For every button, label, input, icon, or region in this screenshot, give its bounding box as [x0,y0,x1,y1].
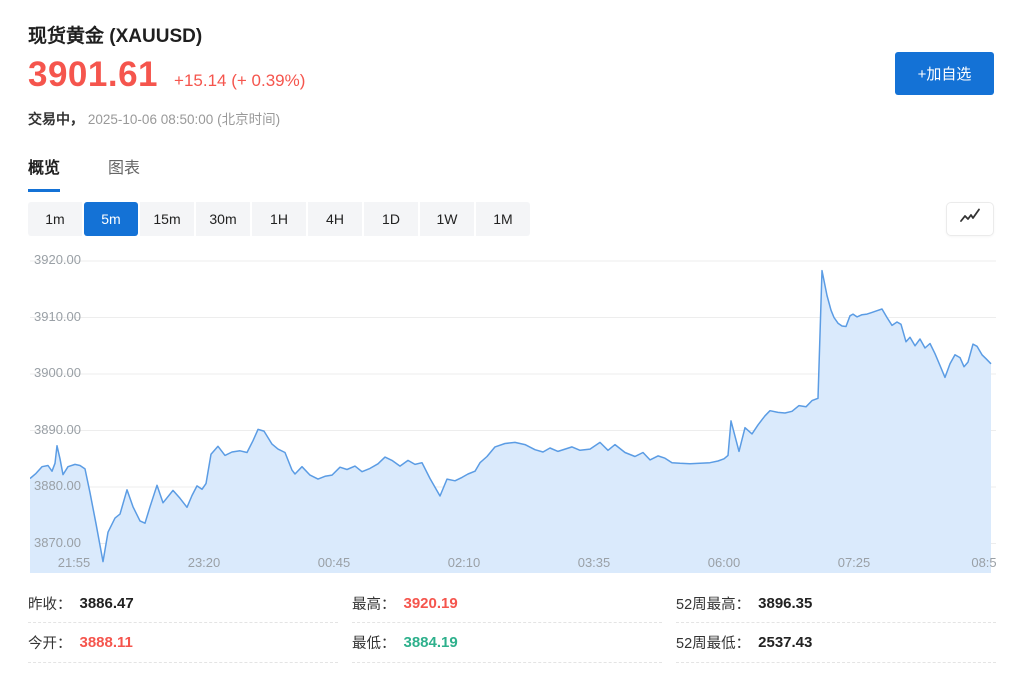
tab-bar: 概览 图表 [28,154,140,192]
add-watchlist-button[interactable]: +加自选 [895,52,994,95]
stat-label: 52周最低： [676,636,751,652]
range-button-1W[interactable]: 1W [420,202,474,236]
stat-value: 3888.11 [79,634,133,651]
price-chart[interactable]: 3920.00 3910.00 3900.00 3890.00 3880.00 3870.… [30,248,996,573]
stats-column-1: 昨收： 3886.47 今开： 3888.11 [28,584,338,663]
y-axis-label: 3880.00 [34,478,81,493]
line-chart-icon [958,208,982,230]
stats-column-3: 52周最高： 3896.35 52周最低： 2537.43 [676,584,996,663]
stat-label: 最低： [352,636,396,652]
chart-canvas[interactable] [30,248,996,573]
price-change: +15.14 (+ 0.39%) [174,71,306,90]
chart-type-button[interactable] [946,202,994,236]
x-axis-label: 07:25 [837,555,871,570]
current-price: 3901.61 [28,55,159,94]
range-button-1D[interactable]: 1D [364,202,418,236]
stat-value: 3920.19 [403,594,458,612]
stat-52w-low: 52周最低： 2537.43 [676,623,996,663]
timezone-label: (北京时间) [217,112,281,127]
price-line [30,269,992,563]
stat-prev-close: 昨收： 3886.47 [28,584,338,623]
y-axis-label: 3890.00 [34,421,81,437]
tab-overview[interactable]: 概览 [28,154,61,192]
x-axis-label: 06:00 [707,555,741,570]
y-axis-label: 3910.00 [34,308,81,324]
stats-column-2: 最高： 3920.19 最低： 3884.19 [352,584,662,663]
x-axis-label: 00:45 [317,555,351,570]
tab-chart[interactable]: 图表 [108,160,141,177]
stat-low: 最低： 3884.19 [352,623,662,663]
range-button-30m[interactable]: 30m [196,202,250,236]
page-title: 现货黄金 (XAUUSD) [28,26,203,47]
stat-label: 昨收： [28,596,72,613]
range-button-1M[interactable]: 1M [476,202,530,236]
x-axis-label: 21:55 [57,555,91,570]
stat-value: 3884.19 [403,634,458,651]
stat-label: 52周最高： [676,596,751,613]
y-axis-label: 3920.00 [34,252,81,267]
stat-high: 最高： 3920.19 [352,584,662,623]
range-button-5m[interactable]: 5m [84,202,138,236]
x-axis-label: 23:20 [187,555,221,570]
price-area [30,270,991,573]
range-button-4H[interactable]: 4H [308,202,362,236]
stat-value: 3896.35 [758,594,813,612]
stat-open: 今开： 3888.11 [28,623,338,663]
x-axis-label: 02:10 [447,555,481,570]
y-axis-label: 3900.00 [34,365,81,380]
trading-status-label: 交易中， [28,111,84,127]
x-axis-label: 08:5 [971,555,996,570]
y-axis-label: 3870.00 [34,534,81,550]
quote-timestamp: 2025-10-06 08:50:00 [87,112,214,127]
stat-value: 3886.47 [79,594,134,612]
range-button-1m[interactable]: 1m [28,202,82,236]
range-button-15m[interactable]: 15m [140,202,194,236]
price-row: 3901.61 +15.14 (+ 0.39%) [28,55,305,95]
x-axis-label: 03:35 [577,555,611,570]
range-button-1H[interactable]: 1H [252,202,306,236]
stat-label: 最高： [352,596,396,613]
stat-52w-high: 52周最高： 3896.35 [676,584,996,623]
stat-value: 2537.43 [758,634,813,651]
trading-status: 交易中， 2025-10-06 08:50:00 (北京时间) [28,108,280,129]
stat-label: 今开： [28,636,72,652]
time-range-bar: 1m 5m 15m 30m 1H 4H 1D 1W 1M [28,202,530,236]
